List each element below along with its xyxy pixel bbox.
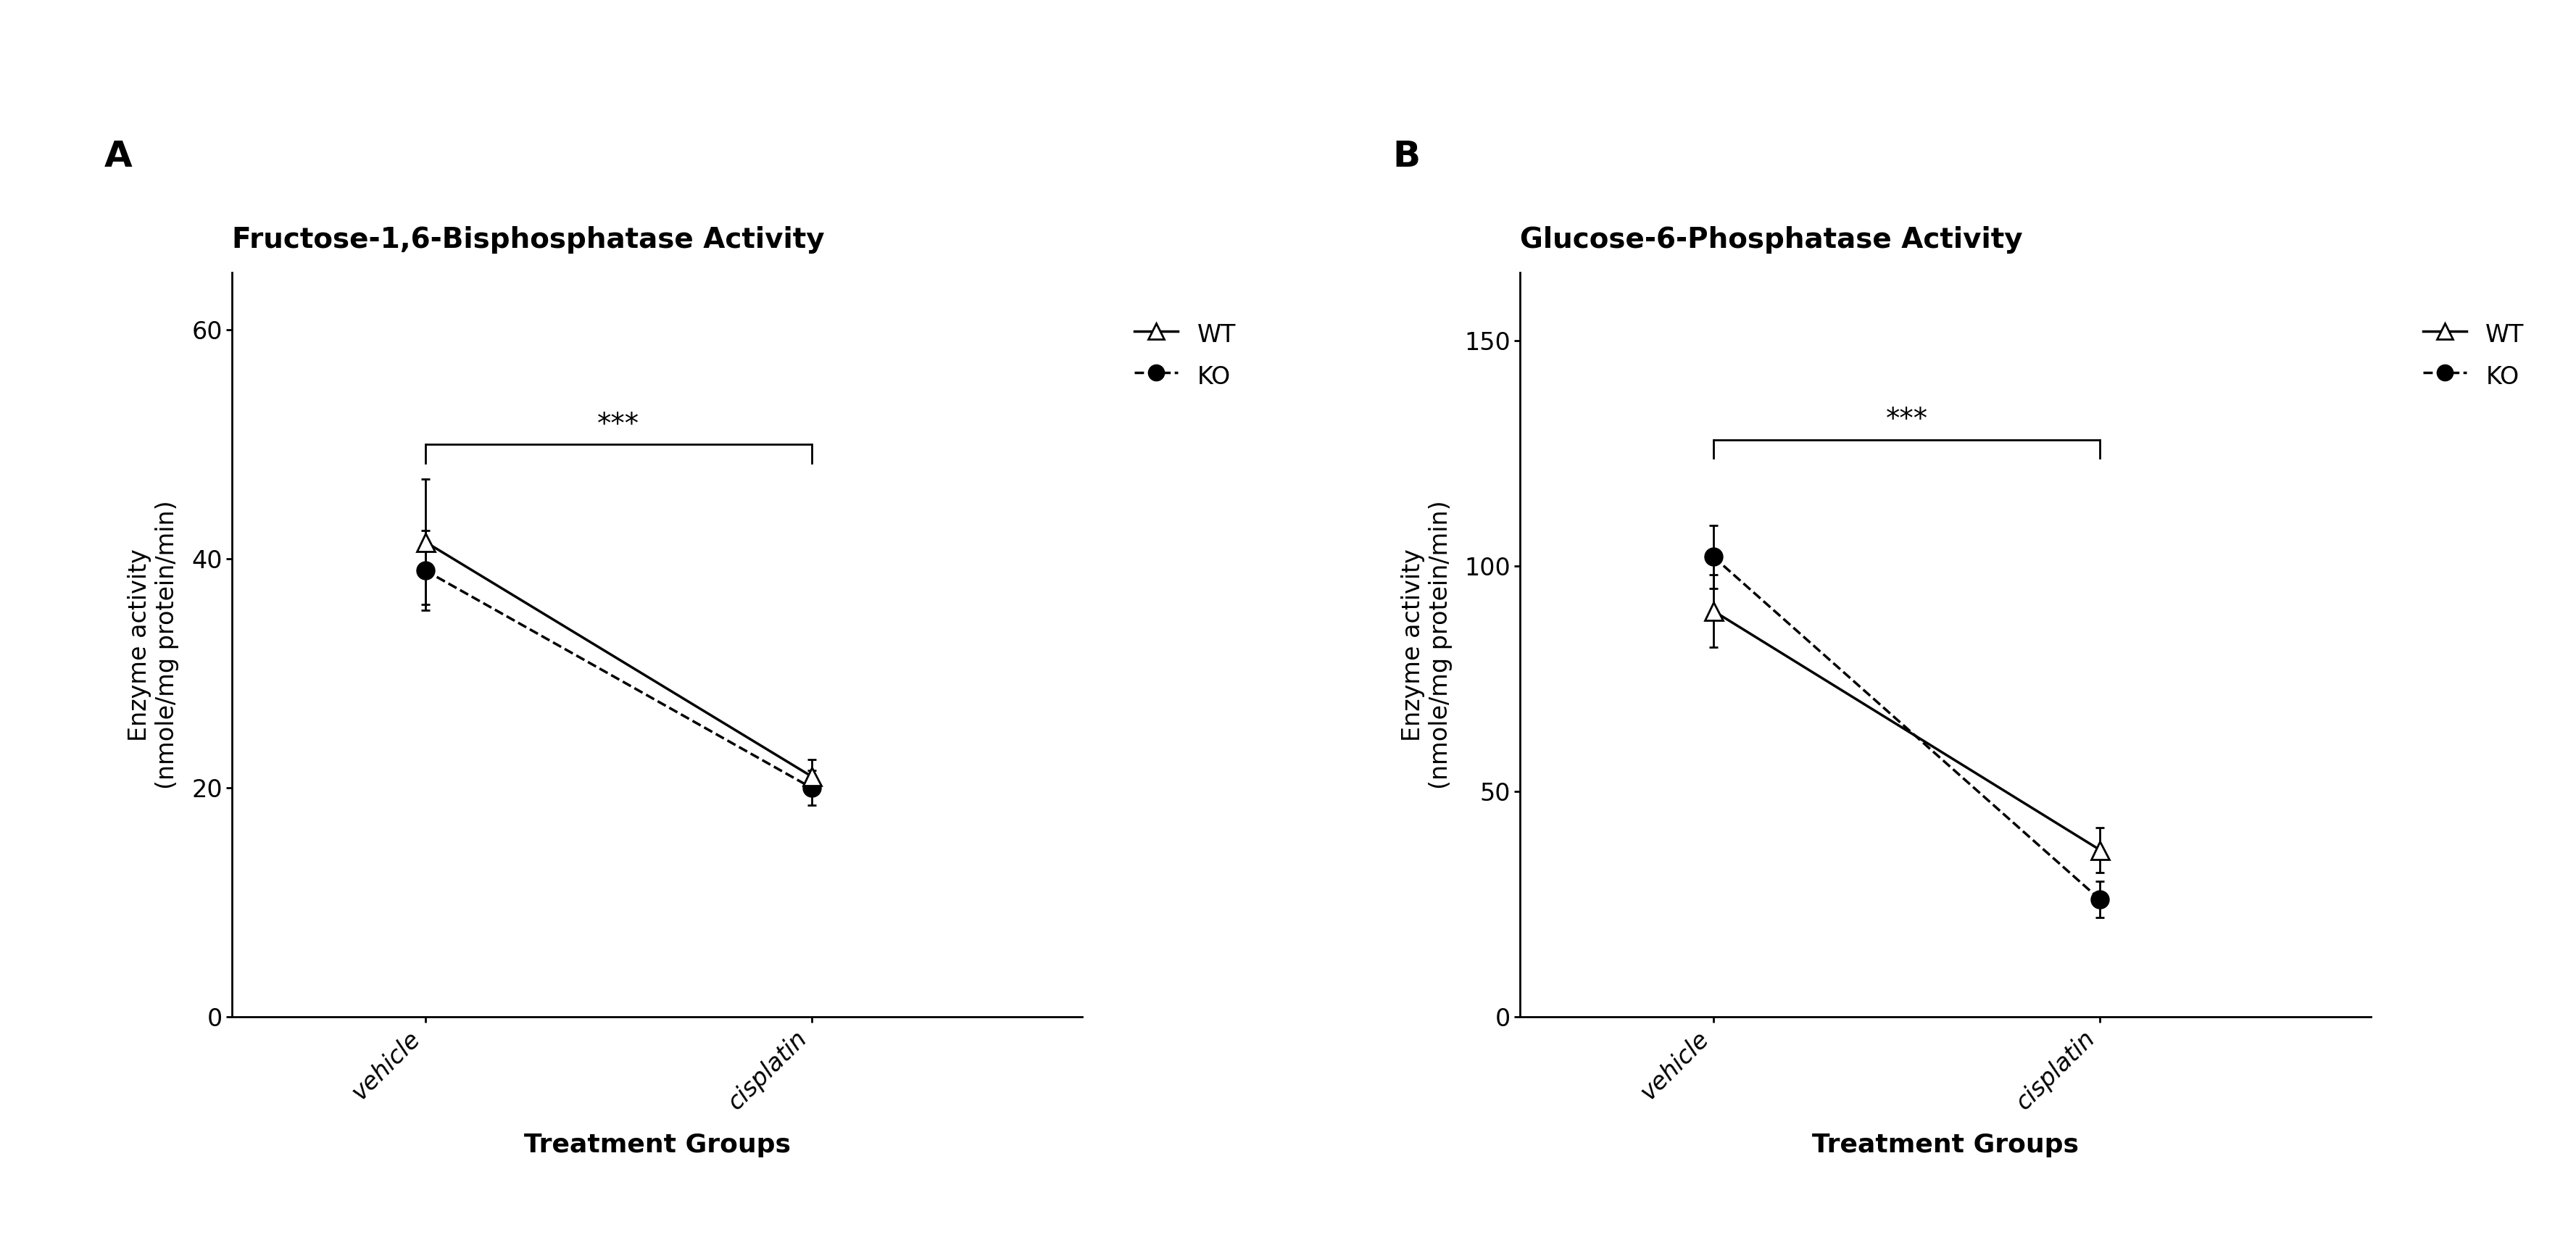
Legend: WT, KO: WT, KO bbox=[1126, 310, 1244, 401]
X-axis label: Treatment Groups: Treatment Groups bbox=[1811, 1133, 2079, 1157]
Y-axis label: Enzyme activity
(nmole/mg protein/min): Enzyme activity (nmole/mg protein/min) bbox=[129, 501, 180, 789]
Legend: WT, KO: WT, KO bbox=[2414, 310, 2532, 401]
Y-axis label: Enzyme activity
(nmole/mg protein/min): Enzyme activity (nmole/mg protein/min) bbox=[1401, 501, 1453, 789]
Text: Glucose-6-Phosphatase Activity: Glucose-6-Phosphatase Activity bbox=[1520, 226, 2022, 253]
Text: B: B bbox=[1394, 139, 1419, 174]
X-axis label: Treatment Groups: Treatment Groups bbox=[523, 1133, 791, 1157]
Text: ***: *** bbox=[1886, 407, 1927, 434]
Text: ***: *** bbox=[598, 410, 639, 439]
Text: Fructose-1,6-Bisphosphatase Activity: Fructose-1,6-Bisphosphatase Activity bbox=[232, 226, 824, 253]
Text: A: A bbox=[103, 139, 131, 174]
